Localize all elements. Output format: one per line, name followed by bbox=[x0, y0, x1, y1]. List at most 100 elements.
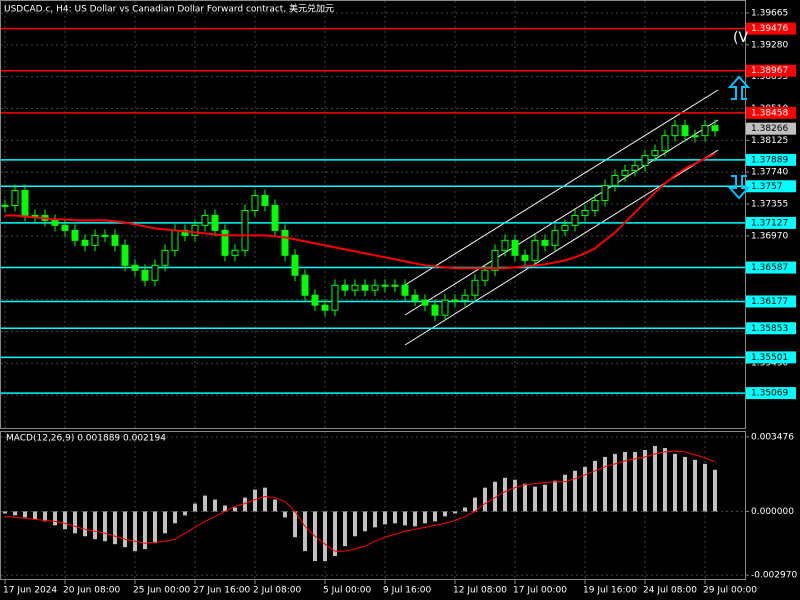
y-tick-label: 1.35430 bbox=[751, 359, 788, 369]
x-tick-label: 20 Jun 08:00 bbox=[63, 586, 120, 596]
macd-bar bbox=[433, 511, 437, 522]
macd-bar bbox=[513, 479, 517, 512]
macd-bar bbox=[263, 487, 267, 512]
candle bbox=[361, 284, 369, 291]
level-label: 1.36587 bbox=[751, 263, 788, 273]
macd-bar bbox=[163, 511, 167, 534]
macd-bar bbox=[223, 505, 227, 512]
macd-bar bbox=[703, 463, 707, 512]
candle bbox=[511, 239, 519, 256]
macd-bar bbox=[213, 499, 217, 512]
candle bbox=[381, 284, 389, 287]
x-tick-label: 25 Jun 00:00 bbox=[133, 586, 190, 596]
candle bbox=[81, 239, 89, 246]
candle bbox=[711, 125, 719, 132]
macd-bar bbox=[303, 511, 307, 552]
macd-bar bbox=[503, 477, 507, 512]
moving-average bbox=[5, 152, 716, 270]
candle bbox=[411, 294, 419, 301]
candle bbox=[641, 155, 649, 167]
level-label: 1.3757 bbox=[751, 182, 783, 192]
macd-frame bbox=[0, 431, 746, 580]
candle bbox=[631, 165, 639, 172]
macd-bar bbox=[153, 511, 157, 544]
macd-bar bbox=[323, 511, 327, 562]
macd-bar bbox=[673, 453, 677, 512]
candle bbox=[571, 214, 579, 226]
level-label: 1.35501 bbox=[751, 353, 788, 363]
candle bbox=[191, 224, 199, 236]
candle bbox=[391, 284, 399, 287]
macd-bar bbox=[623, 451, 627, 512]
candle bbox=[431, 304, 439, 316]
channel-upper bbox=[404, 89, 719, 286]
macd-bar bbox=[283, 511, 287, 518]
y-tick-label: 1.38125 bbox=[751, 136, 788, 146]
y-tick-label: 1.37740 bbox=[751, 168, 788, 178]
macd-bar bbox=[193, 503, 197, 512]
candle bbox=[501, 239, 509, 251]
y-tick-label: 1.38895 bbox=[751, 72, 788, 82]
candle bbox=[261, 195, 269, 206]
macd-bar bbox=[683, 456, 687, 512]
macd-bar bbox=[423, 511, 427, 524]
macd-bar bbox=[343, 511, 347, 547]
macd-bar bbox=[173, 511, 177, 524]
macd-bar bbox=[273, 499, 277, 512]
candle bbox=[621, 170, 629, 177]
candle bbox=[271, 204, 279, 231]
level-tag bbox=[746, 153, 796, 166]
x-tick-label: 5 Jul 00:00 bbox=[323, 586, 372, 596]
candle bbox=[71, 229, 79, 241]
macd-bar bbox=[133, 511, 137, 552]
x-tick-label: 19 Jul 16:00 bbox=[583, 586, 637, 596]
candle bbox=[651, 150, 659, 157]
macd-bar bbox=[453, 511, 457, 514]
x-tick-label: 27 Jun 16:00 bbox=[193, 586, 250, 596]
candle bbox=[61, 224, 69, 231]
level-tag bbox=[746, 351, 796, 364]
candle bbox=[561, 224, 569, 231]
candle bbox=[281, 229, 289, 256]
macd-bar bbox=[633, 451, 637, 512]
candle bbox=[321, 304, 329, 311]
price-label: 1.38266 bbox=[751, 124, 788, 134]
macd-bar bbox=[143, 511, 147, 550]
candle bbox=[661, 135, 669, 152]
labels-layer: 17 Jun 2024 20 Jun 08:00 25 Jun 00:00 27 Ju… bbox=[3, 22, 796, 596]
x-tick-label: 2 Jul 08:00 bbox=[253, 586, 302, 596]
candle bbox=[481, 269, 489, 281]
candle bbox=[241, 209, 249, 251]
level-tag bbox=[746, 180, 796, 193]
candle bbox=[471, 279, 479, 296]
candle bbox=[51, 219, 59, 226]
candle bbox=[121, 244, 129, 266]
x-tick-label: 12 Jul 08:00 bbox=[453, 586, 507, 596]
macd-bar bbox=[653, 445, 657, 512]
candle bbox=[351, 284, 359, 291]
macd-bar bbox=[63, 511, 67, 530]
candle bbox=[541, 239, 549, 246]
macd-bar bbox=[243, 497, 247, 512]
x-tick-label: 9 Jul 16:00 bbox=[383, 586, 432, 596]
x-tick-label: 17 Jul 00:00 bbox=[513, 586, 567, 596]
level-label: 1.37889 bbox=[751, 155, 788, 165]
y-tick-label: 0.000000 bbox=[751, 507, 794, 517]
macd-bar bbox=[3, 511, 7, 514]
macd-bar bbox=[373, 511, 377, 528]
candle bbox=[141, 269, 149, 281]
macd-bar bbox=[543, 484, 547, 512]
candle bbox=[491, 249, 499, 271]
level-tag bbox=[746, 322, 796, 335]
candle bbox=[101, 234, 109, 237]
macd-bar bbox=[73, 511, 77, 534]
macd-bar bbox=[403, 511, 407, 526]
macd-bar bbox=[23, 511, 27, 518]
level-tag bbox=[746, 216, 796, 229]
badge: (V bbox=[733, 30, 748, 46]
macd-bar bbox=[203, 495, 207, 512]
candle bbox=[591, 199, 599, 211]
candle bbox=[671, 125, 679, 137]
